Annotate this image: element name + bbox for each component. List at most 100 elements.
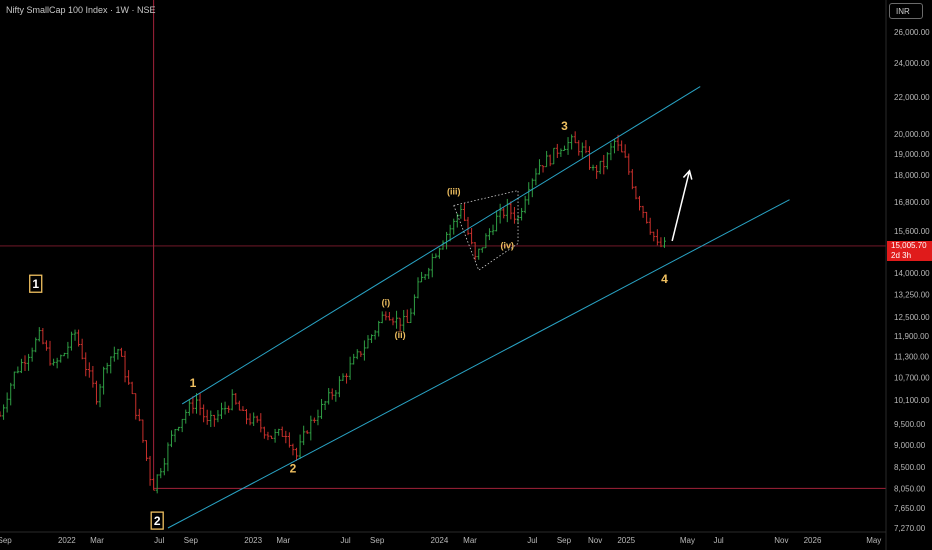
ohlc-bar <box>202 404 206 423</box>
ohlc-bar <box>44 340 48 351</box>
ohlc-bar <box>541 165 545 173</box>
ohlc-bar <box>387 311 391 321</box>
ohlc-bar <box>527 182 531 205</box>
ohlc-bar <box>298 434 302 459</box>
lower-channel-line <box>167 199 790 529</box>
boxed-wave-label: 2 <box>150 511 164 530</box>
projection-arrow-line <box>671 170 691 242</box>
ohlc-bar <box>548 154 552 167</box>
x-tick-label: Jul <box>527 536 537 545</box>
last-price-tag: 15,005.70 2d 3h <box>887 241 932 261</box>
x-tick-label: Sep <box>557 536 572 545</box>
ohlc-bar <box>205 409 209 425</box>
projection-arrow-head <box>682 169 693 180</box>
upper-channel-line <box>181 86 701 405</box>
y-tick-label: 7,270.00 <box>894 524 926 533</box>
ohlc-bar <box>398 317 402 332</box>
ohlc-bar <box>405 309 409 324</box>
ohlc-bar <box>420 271 424 283</box>
ohlc-bar <box>37 327 41 342</box>
ohlc-bar <box>584 140 588 154</box>
ohlc-bar <box>537 159 541 175</box>
ohlc-bar <box>266 431 270 441</box>
wave-label: (ii) <box>395 330 406 340</box>
x-tick-label: Sep <box>184 536 199 545</box>
ohlc-bar <box>623 144 627 158</box>
y-tick-label: 16,800.00 <box>894 198 930 207</box>
last-price-value: 15,005.70 <box>891 241 927 250</box>
ohlc-bar <box>530 178 534 198</box>
ohlc-bar <box>334 390 338 402</box>
boxed-wave-label: 1 <box>29 274 43 293</box>
y-tick-label: 11,900.00 <box>894 332 930 341</box>
ohlc-bar <box>620 140 624 153</box>
ohlc-bar <box>437 247 441 259</box>
ohlc-bar <box>2 404 6 420</box>
y-tick-label: 7,650.00 <box>894 504 926 513</box>
ohlc-bar <box>362 340 366 361</box>
ohlc-bar <box>341 373 345 381</box>
ohlc-bar <box>505 198 509 223</box>
ohlc-bar <box>109 356 113 374</box>
ohlc-bar <box>187 399 191 416</box>
ohlc-bar <box>480 247 484 253</box>
ohlc-bar <box>252 412 256 427</box>
boxed-label-text: 1 <box>32 277 39 291</box>
ohlc-bar <box>59 354 63 363</box>
ohlc-bar <box>127 370 131 385</box>
boxed-label-frame <box>29 274 43 293</box>
ohlc-bar <box>327 388 331 405</box>
y-tick-label: 14,000.00 <box>894 269 930 278</box>
ohlc-bar <box>212 414 216 427</box>
ohlc-bar <box>427 267 431 279</box>
ohlc-bar <box>473 242 477 261</box>
ohlc-bar <box>377 320 381 337</box>
y-tick-label: 12,500.00 <box>894 313 930 322</box>
ohlc-bar <box>119 347 123 357</box>
y-tick-label: 8,500.00 <box>894 463 926 472</box>
ohlc-bar <box>355 349 359 360</box>
ohlc-bar <box>566 137 570 155</box>
ohlc-bar <box>502 207 506 219</box>
ohlc-bar <box>66 341 70 359</box>
ohlc-bar <box>430 253 434 278</box>
ohlc-bar <box>280 426 284 437</box>
ohlc-bar <box>555 143 559 158</box>
ohlc-bar <box>373 330 377 340</box>
ohlc-bar <box>559 148 563 157</box>
ohlc-bar <box>655 229 659 246</box>
ohlc-bar <box>0 411 2 417</box>
ohlc-bar <box>173 429 177 443</box>
y-tick-label: 24,000.00 <box>894 59 930 68</box>
currency-button[interactable]: INR <box>889 3 923 19</box>
ohlc-bar <box>348 356 352 380</box>
ohlc-bar <box>48 340 52 366</box>
ohlc-bar <box>312 417 316 423</box>
ohlc-bar <box>5 392 9 413</box>
ohlc-bar <box>595 164 599 179</box>
ohlc-bar <box>141 419 145 443</box>
wave-label: 1 <box>190 376 197 390</box>
ohlc-bar <box>55 357 59 369</box>
ohlc-bar <box>366 335 370 349</box>
ohlc-bar <box>452 218 456 235</box>
ohlc-bar <box>16 366 20 374</box>
ohlc-bar <box>652 231 656 242</box>
ohlc-bar <box>634 185 638 200</box>
boxed-label-frame <box>150 511 164 530</box>
ohlc-bar <box>9 382 13 406</box>
ohlc-bar <box>30 347 34 362</box>
ohlc-bar <box>520 207 524 221</box>
ohlc-bar <box>462 202 466 222</box>
ohlc-bar <box>512 207 516 224</box>
ohlc-bar <box>416 277 420 299</box>
last-price-countdown: 2d 3h <box>891 251 912 260</box>
ohlc-bar <box>659 237 663 248</box>
wave-label: (iii) <box>447 187 461 197</box>
ohlc-bar <box>305 430 309 434</box>
y-tick-label: 20,000.00 <box>894 130 930 139</box>
ohlc-bar <box>220 402 223 420</box>
ohlc-bar <box>91 365 95 388</box>
ohlc-bar <box>448 224 452 242</box>
